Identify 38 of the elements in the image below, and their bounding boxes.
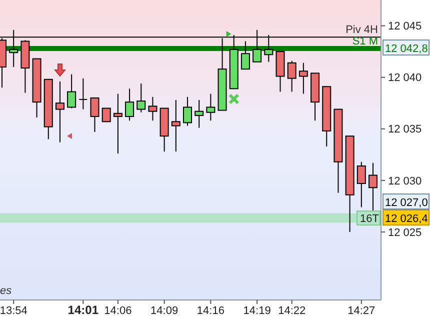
x-tick-label: 13:54 — [0, 305, 28, 317]
y-tick-label: 12 040 — [388, 72, 422, 84]
candlestick — [67, 74, 76, 109]
candlestick — [240, 40, 250, 70]
y-tick-label: 12 045 — [388, 20, 422, 33]
candlestick — [368, 162, 378, 212]
x-tick-label: 14:19 — [243, 305, 271, 317]
x-tick-label: 14:01 — [68, 303, 99, 317]
y-tick-label: 12 030 — [388, 175, 422, 188]
candlestick — [148, 96, 158, 122]
candlestick — [356, 161, 366, 208]
x-tick-label: 14:22 — [278, 305, 306, 317]
y-tick-label: 12 025 — [388, 226, 422, 239]
text: 12 026,4 — [385, 212, 428, 225]
candlestick — [125, 88, 134, 122]
ref-line-label: S1 M — [352, 35, 378, 48]
annotation: es — [0, 285, 12, 297]
ref-line-label: Piv 4H — [346, 24, 378, 36]
x-tick-label: 14:16 — [196, 305, 224, 317]
candlestick — [194, 100, 204, 128]
candlestick — [55, 80, 64, 143]
band-label: 16T — [360, 212, 380, 225]
candlestick — [113, 93, 122, 154]
candlestick — [171, 100, 180, 152]
candlestick — [136, 83, 146, 113]
x-tick-label: 14:09 — [150, 305, 178, 317]
candlestick — [298, 62, 308, 94]
candlestick — [90, 97, 100, 132]
candlestick — [102, 108, 111, 122]
text: 12 027,0 — [385, 196, 428, 209]
candlestick — [183, 96, 192, 126]
x-tick-label: 14:27 — [348, 305, 376, 317]
candlestick — [287, 60, 296, 92]
candlestick — [79, 78, 88, 110]
text: 12 042,8 — [385, 42, 428, 55]
candlestick — [206, 93, 216, 122]
y-tick-label: 12 035 — [388, 124, 422, 136]
x-tick-label: 14:06 — [104, 305, 132, 317]
